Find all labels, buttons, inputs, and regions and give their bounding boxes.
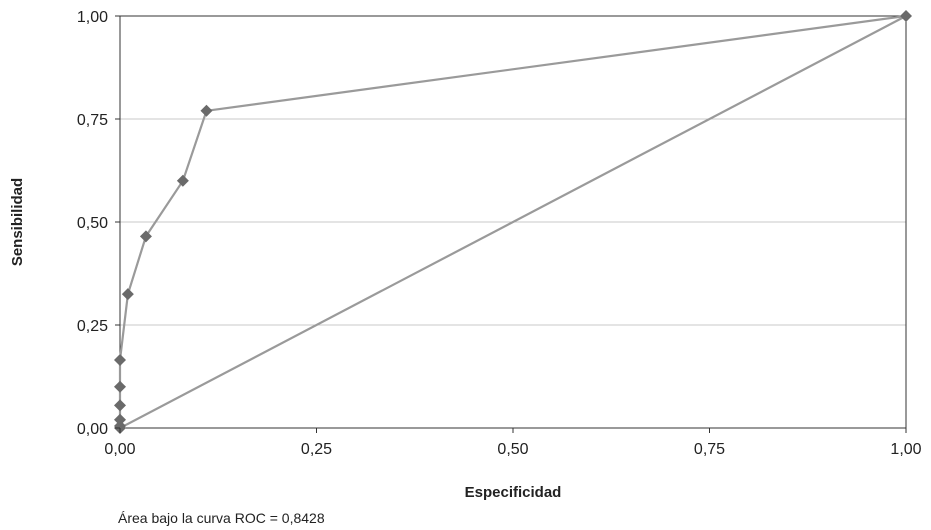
auc-annotation: Área bajo la curva ROC = 0,8428 [118, 510, 325, 526]
x-tick-label: 0,25 [301, 441, 332, 458]
y-tick-label: 1,00 [77, 9, 108, 26]
y-tick-label: 0,00 [77, 421, 108, 438]
data-point-marker [177, 175, 189, 187]
y-tick-label: 0,75 [77, 112, 108, 129]
data-point-marker [114, 381, 126, 393]
y-axis-title: Sensibilidad [9, 178, 26, 266]
data-point-marker [114, 354, 126, 366]
x-tick-label: 0,00 [104, 441, 135, 458]
data-point-marker [114, 414, 126, 426]
x-tick-label: 1,00 [890, 441, 921, 458]
x-tick-labels: 0,00 0,25 0,50 0,75 1,00 [104, 428, 921, 458]
x-tick-label: 0,50 [497, 441, 528, 458]
y-tick-labels: 0,00 0,25 0,50 0,75 1,00 [77, 9, 120, 438]
y-tick-label: 0,25 [77, 318, 108, 335]
data-point-marker [200, 105, 212, 117]
data-point-marker [900, 10, 912, 22]
data-point-marker [122, 288, 134, 300]
y-tick-label: 0,50 [77, 215, 108, 232]
data-point-marker [140, 230, 152, 242]
x-tick-label: 0,75 [694, 441, 725, 458]
x-axis-title: Especificidad [465, 484, 562, 501]
data-point-marker [114, 399, 126, 411]
